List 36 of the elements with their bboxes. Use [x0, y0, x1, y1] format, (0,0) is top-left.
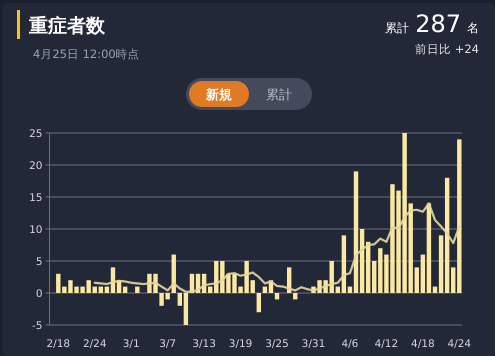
text: 累計 287 名: [385, 10, 479, 38]
bar: [274, 293, 280, 300]
x-tick-label: 4/6: [341, 338, 359, 350]
x-tick-label: 3/1: [122, 338, 140, 350]
x-tick-label: 4/12: [374, 338, 398, 350]
chart-title: 重症者数: [28, 15, 106, 37]
x-tick-label: 4/24: [448, 338, 472, 350]
chart-subtitle: 4月25日 12:00時点: [33, 47, 140, 61]
x-tick-label: 2/18: [46, 338, 70, 350]
text: 新規: [205, 87, 232, 103]
bar: [74, 286, 79, 293]
text: 累計: [266, 88, 292, 103]
line-series: [94, 202, 460, 293]
text: 前日比 +24: [415, 42, 479, 56]
bar: [262, 286, 268, 293]
y-tick-label: 5: [36, 256, 42, 268]
bar: [286, 267, 292, 293]
y-tick-label: 25: [29, 128, 42, 140]
y-tick-label: -5: [32, 320, 42, 332]
bar: [432, 286, 438, 293]
bar: [135, 286, 140, 293]
y-tick-label: 10: [29, 224, 42, 236]
bar: [68, 280, 73, 293]
x-tick-label: 3/25: [265, 338, 289, 350]
x-tick-label: 3/31: [302, 338, 326, 350]
y-tick-label: 20: [29, 160, 42, 172]
x-tick-label: 3/13: [192, 338, 216, 350]
y-tick-label: 15: [29, 192, 42, 204]
x-tick-label: 2/24: [82, 338, 107, 350]
bar: [172, 254, 176, 293]
x-tick-label: 3/19: [228, 338, 252, 350]
x-tick-label: 3/7: [159, 338, 176, 350]
bar: [293, 293, 298, 300]
bar: [256, 293, 261, 312]
y-tick-label: 0: [36, 288, 42, 300]
x-tick-label: 4/18: [411, 338, 435, 350]
